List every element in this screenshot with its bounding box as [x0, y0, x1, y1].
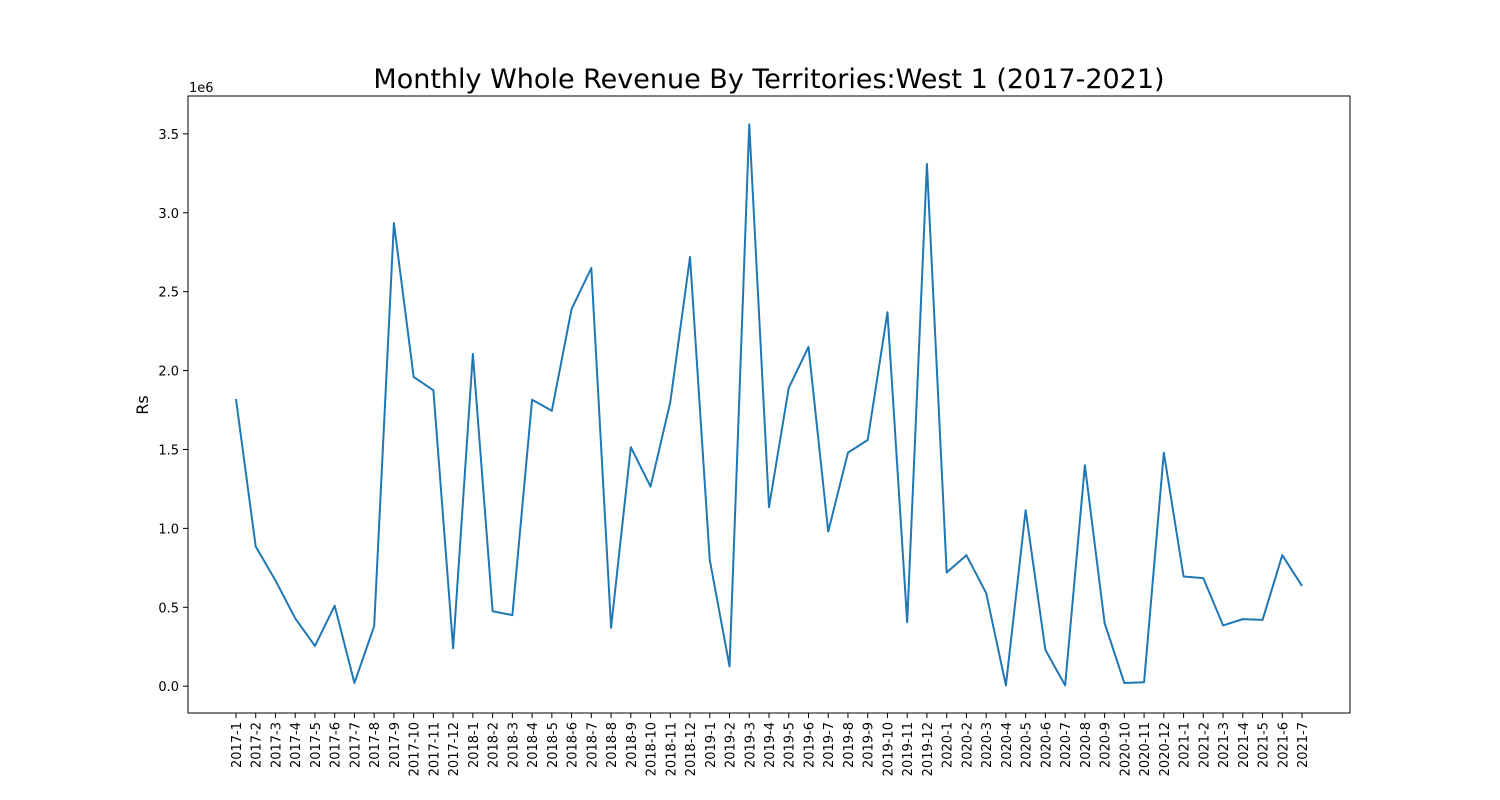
- x-tick-label: 2020-10: [1118, 722, 1133, 776]
- x-tick-label: 2018-5: [546, 722, 561, 768]
- x-tick-label: 2017-6: [329, 722, 344, 768]
- x-tick-label: 2021-3: [1217, 722, 1232, 768]
- x-tick-label: 2020-8: [1079, 722, 1094, 768]
- x-tick-label: 2020-3: [980, 722, 995, 768]
- x-tick-label: 2021-6: [1276, 722, 1291, 768]
- y-axis: 0.0 0.5 1.0 1.5 2.0 2.5 3.0 3.5: [158, 128, 188, 695]
- y-tick-label: 2.5: [158, 286, 179, 301]
- x-tick-label: 2019-9: [862, 722, 877, 768]
- x-tick-label: 2018-11: [664, 722, 679, 776]
- x-tick-label: 2019-2: [724, 722, 739, 768]
- x-tick-label: 2019-3: [743, 722, 758, 768]
- x-tick-label: 2021-2: [1197, 722, 1212, 768]
- x-tick-label: 2018-9: [625, 722, 640, 768]
- x-tick-label: 2017-9: [388, 722, 403, 768]
- x-tick-label: 2019-6: [802, 722, 817, 768]
- x-tick-label: 2019-8: [842, 722, 857, 768]
- x-tick-label: 2018-6: [566, 722, 581, 768]
- y-tick-label: 2.0: [158, 365, 179, 380]
- y-tick-label: 1.5: [158, 443, 179, 458]
- x-tick-label: 2020-2: [960, 722, 975, 768]
- x-tick-label: 2019-5: [783, 722, 798, 768]
- x-tick-label: 2019-7: [822, 722, 837, 768]
- x-tick-label: 2020-9: [1099, 722, 1114, 768]
- x-tick-label: 2018-4: [526, 722, 541, 768]
- x-tick-label: 2018-2: [487, 722, 502, 768]
- y-tick-label: 0.5: [158, 601, 179, 616]
- x-tick-label: 2020-12: [1158, 722, 1173, 776]
- x-tick-label: 2020-5: [1020, 722, 1035, 768]
- x-tick-label: 2020-7: [1059, 722, 1074, 768]
- x-tick-label: 2020-6: [1039, 722, 1054, 768]
- y-tick-label: 0.0: [158, 680, 179, 695]
- x-tick-label: 2017-10: [408, 722, 423, 776]
- x-axis: 2017-1 2017-2 2017-3 2017-4 2017-5 2017-6 2017…: [230, 713, 1311, 776]
- x-tick-label: 2021-5: [1257, 722, 1272, 768]
- x-tick-label: 2017-4: [289, 722, 304, 768]
- x-tick-label: 2018-3: [506, 722, 521, 768]
- x-tick-label: 2017-12: [447, 722, 462, 776]
- series-line: [234, 123, 1303, 687]
- x-tick-label: 2018-7: [585, 722, 600, 768]
- x-tick-label: 2017-11: [427, 722, 442, 776]
- x-tick-label: 2017-7: [348, 722, 363, 768]
- y-axis-label: Rs: [133, 395, 152, 414]
- x-tick-label: 2018-1: [467, 722, 482, 768]
- x-tick-label: 2021-4: [1237, 722, 1252, 768]
- x-tick-label: 2017-1: [230, 722, 245, 768]
- x-tick-label: 2019-11: [901, 722, 916, 776]
- x-tick-label: 2021-7: [1296, 722, 1311, 768]
- x-tick-label: 2021-1: [1178, 722, 1193, 768]
- x-tick-label: 2020-11: [1138, 722, 1153, 776]
- x-tick-label: 2019-10: [881, 722, 896, 776]
- x-tick-label: 2017-5: [309, 722, 324, 768]
- x-tick-label: 2019-4: [763, 722, 778, 768]
- chart-title: Monthly Whole Revenue By Territories:Wes…: [373, 64, 1164, 95]
- y-axis-scale-label: 1e6: [189, 81, 214, 96]
- x-tick-label: 2019-1: [704, 722, 719, 768]
- x-tick-label: 2017-2: [250, 722, 265, 768]
- x-tick-label: 2020-4: [1000, 722, 1015, 768]
- y-tick-label: 1.0: [158, 522, 179, 537]
- x-tick-label: 2018-8: [605, 722, 620, 768]
- plot-area-frame: [187, 95, 1351, 714]
- x-tick-label: 2019-12: [921, 722, 936, 776]
- x-tick-label: 2018-10: [645, 722, 660, 776]
- x-tick-label: 2017-8: [368, 722, 383, 768]
- x-tick-label: 2020-1: [941, 722, 956, 768]
- x-tick-label: 2017-3: [269, 722, 284, 768]
- x-tick-label: 2018-12: [684, 722, 699, 776]
- y-tick-label: 3.5: [158, 128, 179, 143]
- y-tick-label: 3.0: [158, 207, 179, 222]
